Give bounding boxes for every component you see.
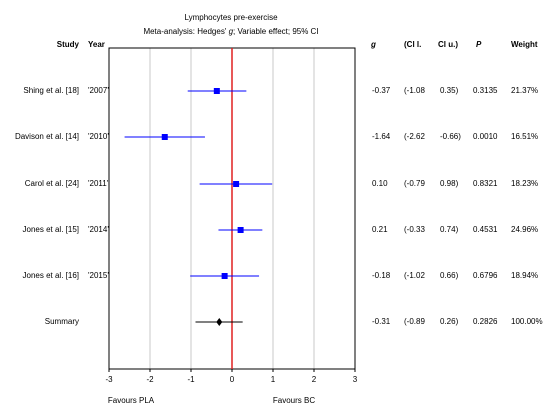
ci-upper: -0.66) bbox=[440, 132, 461, 141]
x-tick-label: 3 bbox=[353, 375, 358, 384]
effect-marker bbox=[237, 227, 244, 233]
subtitle-italic: g bbox=[228, 27, 234, 36]
column-header-study: Study bbox=[56, 40, 79, 49]
p-value: 0.8321 bbox=[473, 179, 498, 188]
study-weight: 18.23% bbox=[511, 179, 539, 188]
ci-lower: (-1.08 bbox=[404, 86, 425, 95]
study-name: Shing et al. [18] bbox=[23, 86, 79, 95]
ci-upper: 0.98) bbox=[440, 179, 459, 188]
study-name: Carol et al. [24] bbox=[24, 179, 79, 188]
p-value: 0.4531 bbox=[473, 225, 498, 234]
x-tick-label: 0 bbox=[230, 375, 235, 384]
column-header-g: g bbox=[371, 40, 376, 49]
x-axis-ticks: -3 -2 -1 0 1 2 3 bbox=[105, 369, 358, 384]
study-weight: 18.94% bbox=[511, 271, 539, 280]
ci-upper: 0.74) bbox=[440, 225, 459, 234]
effect-size: -0.37 bbox=[372, 86, 391, 95]
x-tick-label: -2 bbox=[146, 375, 154, 384]
x-tick-label: 2 bbox=[312, 375, 317, 384]
effect-size: -0.31 bbox=[372, 317, 391, 326]
column-header-cil: (Cl l. bbox=[404, 40, 422, 49]
p-value: 0.0010 bbox=[473, 132, 498, 141]
ci-lower: (-2.62 bbox=[404, 132, 425, 141]
study-name: Jones et al. [15] bbox=[22, 225, 79, 234]
p-value: 0.6796 bbox=[473, 271, 498, 280]
study-year: '2010' bbox=[88, 132, 109, 141]
study-markers bbox=[124, 88, 273, 326]
column-header-weight: Weight bbox=[511, 40, 538, 49]
column-header-p: P bbox=[476, 40, 482, 49]
study-weight: 100.00% bbox=[511, 317, 543, 326]
subtitle-prefix: Meta-analysis: Hedges' bbox=[143, 27, 229, 36]
effect-marker bbox=[221, 273, 228, 279]
study-name: Summary bbox=[44, 317, 79, 326]
effect-marker bbox=[213, 88, 220, 94]
ci-upper: 0.35) bbox=[440, 86, 459, 95]
study-weight: 24.96% bbox=[511, 225, 539, 234]
ci-lower: (-1.02 bbox=[404, 271, 425, 280]
p-value: 0.2826 bbox=[473, 317, 498, 326]
x-axis-label-right: Favours BC bbox=[272, 396, 316, 405]
ci-upper: 0.66) bbox=[440, 271, 459, 280]
chart-subtitle: Meta-analysis: Hedges' g; Variable effec… bbox=[143, 28, 318, 36]
x-tick-label: -3 bbox=[105, 375, 113, 384]
effect-marker bbox=[161, 134, 168, 140]
p-value: 0.3135 bbox=[473, 86, 498, 95]
effect-size: -0.18 bbox=[372, 271, 391, 280]
summary-diamond bbox=[216, 318, 223, 326]
subtitle-suffix: ; Variable effect; 95% CI bbox=[233, 27, 319, 36]
study-year: '2007' bbox=[88, 86, 109, 95]
ci-lower: (-0.89 bbox=[404, 317, 425, 326]
study-weight: 16.51% bbox=[511, 132, 539, 141]
study-year: '2015' bbox=[88, 271, 109, 280]
study-name: Davison et al. [14] bbox=[14, 132, 79, 141]
x-tick-label: -1 bbox=[187, 375, 195, 384]
study-year: '2011' bbox=[88, 179, 109, 188]
ci-upper: 0.26) bbox=[440, 317, 459, 326]
effect-marker bbox=[233, 181, 240, 187]
column-header-year: Year bbox=[88, 40, 105, 49]
x-tick-label: 1 bbox=[271, 375, 276, 384]
chart-title: Lymphocytes pre-exercise bbox=[184, 13, 278, 22]
ci-lower: (-0.33 bbox=[404, 225, 425, 234]
study-weight: 21.37% bbox=[511, 86, 539, 95]
column-header-ciu: Cl u.) bbox=[438, 40, 458, 49]
effect-size: -1.64 bbox=[372, 132, 391, 141]
effect-size: 0.21 bbox=[372, 225, 388, 234]
effect-size: 0.10 bbox=[372, 179, 388, 188]
study-year: '2014' bbox=[88, 225, 109, 234]
x-axis-label-left: Favours PLA bbox=[107, 396, 155, 405]
grid-lines bbox=[149, 48, 315, 369]
ci-lower: (-0.79 bbox=[404, 179, 425, 188]
study-name: Jones et al. [16] bbox=[22, 271, 79, 280]
